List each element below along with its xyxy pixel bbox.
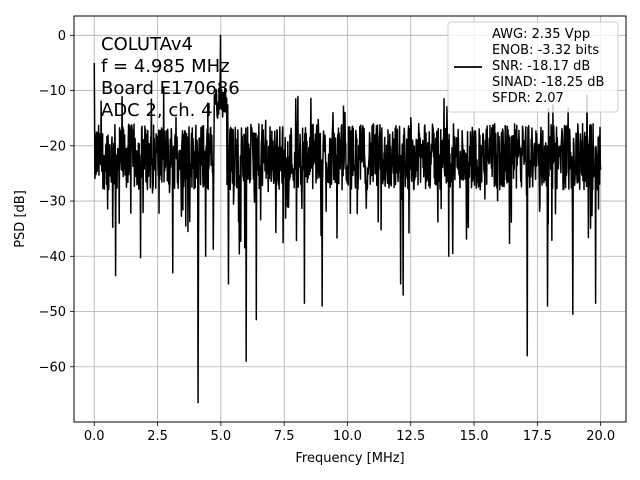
y-tick-label: −30 xyxy=(39,195,66,210)
y-tick-label: −10 xyxy=(39,84,66,99)
y-tick-label: −50 xyxy=(39,305,66,320)
x-tick-label: 0.0 xyxy=(84,429,105,444)
legend-text-line: SNR: -18.17 dB xyxy=(492,59,590,74)
y-tick-label: −40 xyxy=(39,250,66,265)
x-tick-label: 12.5 xyxy=(396,429,425,444)
x-tick-label: 15.0 xyxy=(460,429,489,444)
x-tick-label: 10.0 xyxy=(333,429,362,444)
overlay-text-line: COLUTAv4 xyxy=(101,34,193,55)
overlay-text-line: Board E170686 xyxy=(101,78,240,99)
y-tick-label: −60 xyxy=(39,360,66,375)
y-axis-ticks: 0 −10 −20 −30 −40 −50 −60 xyxy=(39,29,74,375)
y-tick-label: 0 xyxy=(58,29,66,44)
y-axis-label: PSD [dB] xyxy=(13,190,28,248)
legend-text-line: ENOB: -3.32 bits xyxy=(492,43,599,58)
legend-text-line: AWG: 2.35 Vpp xyxy=(492,27,590,42)
x-tick-label: 17.5 xyxy=(523,429,552,444)
psd-series-line xyxy=(93,34,602,404)
x-tick-label: 20.0 xyxy=(586,429,615,444)
plot-frame xyxy=(73,15,627,423)
psd-signal xyxy=(93,34,602,404)
overlay-text-line: f = 4.985 MHz xyxy=(101,56,230,77)
legend-box xyxy=(447,21,619,113)
overlay-text-line: ADC 2, ch. 4 xyxy=(101,100,213,121)
legend-text-line: SINAD: -18.25 dB xyxy=(492,75,604,90)
x-axis-label: Frequency [MHz] xyxy=(295,451,404,466)
y-tick-label: −20 xyxy=(39,139,66,154)
x-tick-label: 7.5 xyxy=(274,429,295,444)
x-tick-label: 2.5 xyxy=(147,429,168,444)
legend-text-line: SFDR: 2.07 xyxy=(492,91,564,106)
x-axis-ticks: 0.0 2.5 5.0 7.5 10.0 12.5 15.0 17.5 20.0 xyxy=(84,422,615,444)
x-tick-label: 5.0 xyxy=(211,429,232,444)
